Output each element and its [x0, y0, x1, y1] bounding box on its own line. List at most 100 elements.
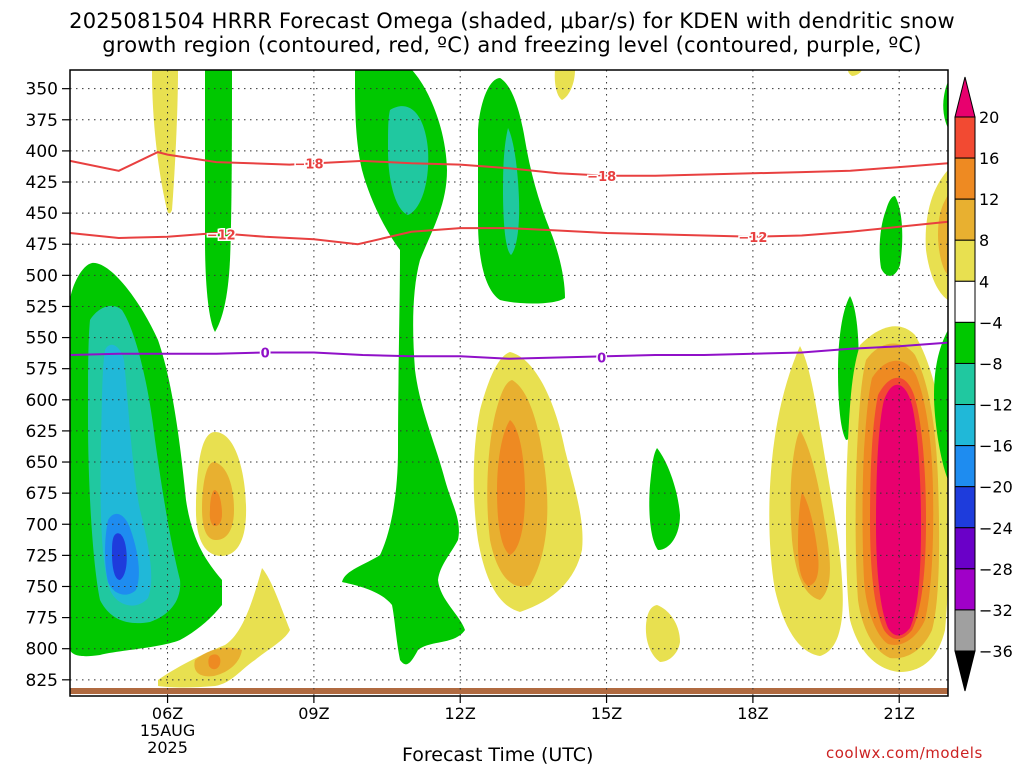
- axes: 350 375 400 425 450 475 500 525 550 575 600 625 650 6…: [26, 80, 915, 757]
- x-tick-label: 12Z: [445, 704, 476, 723]
- colorbar-label: 12: [979, 190, 999, 209]
- omega-region-yellow-top-right: [554, 70, 575, 100]
- colorbar-label: −16: [979, 437, 1013, 456]
- omega-region-green-13z: [478, 78, 565, 304]
- colorbar-bottom-arrow: [954, 650, 976, 692]
- colorbar-bin: [954, 486, 976, 529]
- omega-region-orange-lowlevel: [208, 654, 221, 670]
- omega-region-green-11z: [342, 70, 465, 665]
- omega-region-teal-13z: [503, 128, 520, 255]
- contour-freezing_level_0: [69, 341, 949, 360]
- x-tick-label: 21Z: [884, 704, 915, 723]
- y-tick-label: 700: [26, 515, 58, 535]
- contour-dgz_minus12: [69, 220, 949, 246]
- x-axis-label: Forecast Time (UTC): [402, 744, 594, 766]
- omega-region-green-right-topmost: [943, 82, 948, 128]
- omega-shading: [70, 70, 949, 688]
- colorbar-bin: [954, 568, 976, 611]
- colorbar-bin: [954, 609, 976, 652]
- grid: [70, 70, 948, 696]
- colorbar-label: 20: [979, 108, 999, 127]
- y-tick-label: 650: [26, 453, 58, 473]
- omega-region-yellow-16z: [645, 605, 680, 662]
- colorbar-label: 8: [979, 231, 989, 250]
- colorbar-label: 4: [979, 272, 989, 291]
- omega-region-orange-07z: [209, 490, 222, 526]
- colorbar-bin: [954, 362, 976, 406]
- colorbar-label: −4: [979, 313, 1003, 332]
- y-tick-label: 725: [26, 546, 58, 566]
- colorbar-bin: [954, 157, 976, 200]
- omega-region-yellow-top-20z: [848, 70, 862, 76]
- colorbar-bin: [954, 239, 976, 282]
- omega-region-green-col2: [205, 70, 232, 332]
- omega-region-green-right-mid: [934, 330, 948, 480]
- chart-title-line2: growth region (contoured, red, ºC) and f…: [102, 33, 922, 57]
- omega-region-orange-19z: [798, 492, 819, 586]
- colorbar-top-arrow: [954, 76, 976, 118]
- omega-region-orange-13z: [497, 420, 525, 555]
- y-tick-label: 475: [26, 235, 58, 255]
- x-tick-year: 2025: [147, 738, 188, 757]
- colorbar-bin: [954, 445, 976, 488]
- omega-region-green-21z-top: [879, 196, 903, 276]
- omega-region-darkblue-left: [112, 533, 127, 580]
- contour-dgz_minus18: [69, 151, 949, 177]
- y-tick-label: 525: [26, 297, 58, 317]
- colorbar-label: −36: [979, 642, 1013, 661]
- y-tick-label: 575: [26, 360, 58, 380]
- colorbar-label: 16: [979, 149, 999, 168]
- colorbar-bin: [954, 280, 976, 323]
- y-tick-label: 625: [26, 422, 58, 442]
- contour-label: −18: [587, 170, 616, 185]
- y-tick-label: 550: [26, 329, 58, 349]
- x-tick-label: 18Z: [737, 704, 768, 723]
- contour-lines: −18 −18 −12 −12 0 0: [69, 151, 949, 368]
- y-tick-label: 400: [26, 142, 58, 162]
- contour-label: −12: [207, 228, 236, 243]
- chart-title-line1: 2025081504 HRRR Forecast Omega (shaded, …: [69, 9, 955, 33]
- colorbar-label: −24: [979, 519, 1013, 538]
- contour-label: −12: [738, 231, 767, 246]
- colorbar: 20 16 12 8 4 −4 −8 −12 −16 −20 −24 −28 −32 −36: [954, 76, 1013, 692]
- colorbar-bin: [954, 321, 976, 364]
- credit-link[interactable]: coolwx.com/models: [826, 744, 983, 762]
- colorbar-label: −8: [979, 354, 1003, 373]
- omega-region-yellow-lowlevel: [158, 568, 290, 688]
- colorbar-bin: [954, 527, 976, 570]
- y-tick-label: 425: [26, 173, 58, 193]
- x-tick-date: 15AUG: [140, 721, 195, 740]
- terrain-strip: [70, 688, 948, 694]
- y-tick-label: 675: [26, 484, 58, 504]
- y-tick-label: 600: [26, 391, 58, 411]
- plot-frame: [69, 69, 949, 697]
- omega-region-gold-right-top: [938, 195, 948, 275]
- y-tick-label: 800: [26, 640, 58, 660]
- y-tick-label: 350: [26, 80, 58, 100]
- colorbar-label: −20: [979, 478, 1013, 497]
- omega-region-yellow-right-top: [925, 170, 948, 300]
- y-tick-label: 450: [26, 204, 58, 224]
- contour-label: −18: [295, 157, 324, 172]
- x-tick-label: 09Z: [298, 704, 329, 723]
- omega-region-green-16z: [649, 448, 680, 550]
- colorbar-bin: [954, 404, 976, 447]
- contour-label: 0: [597, 351, 606, 366]
- omega-region-magenta-21z: [876, 384, 921, 636]
- x-tick-label: 15Z: [591, 704, 622, 723]
- colorbar-bin: [954, 116, 976, 159]
- y-tick-label: 825: [26, 671, 58, 691]
- omega-region-teal-11z: [388, 106, 429, 215]
- y-tick-label: 775: [26, 609, 58, 629]
- y-tick-label: 375: [26, 111, 58, 131]
- x-tick-label: 06Z: [152, 704, 183, 723]
- y-tick-label: 500: [26, 266, 58, 286]
- colorbar-label: −28: [979, 560, 1013, 579]
- colorbar-bin: [954, 198, 976, 241]
- y-tick-label: 750: [26, 577, 58, 597]
- contour-label: 0: [261, 347, 270, 362]
- colorbar-label: −32: [979, 601, 1013, 620]
- colorbar-label: −12: [979, 396, 1013, 415]
- omega-region-yellow-col1: [152, 70, 178, 214]
